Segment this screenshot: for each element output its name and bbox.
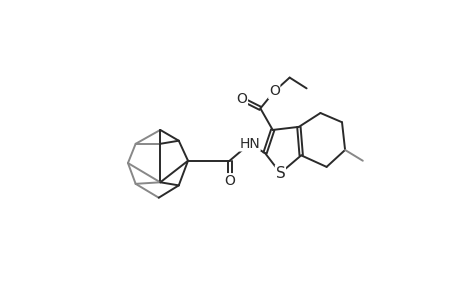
Text: O: O xyxy=(236,92,247,106)
Text: S: S xyxy=(275,166,285,181)
Text: O: O xyxy=(268,84,279,98)
Text: O: O xyxy=(224,174,235,188)
Text: HN: HN xyxy=(239,137,259,151)
